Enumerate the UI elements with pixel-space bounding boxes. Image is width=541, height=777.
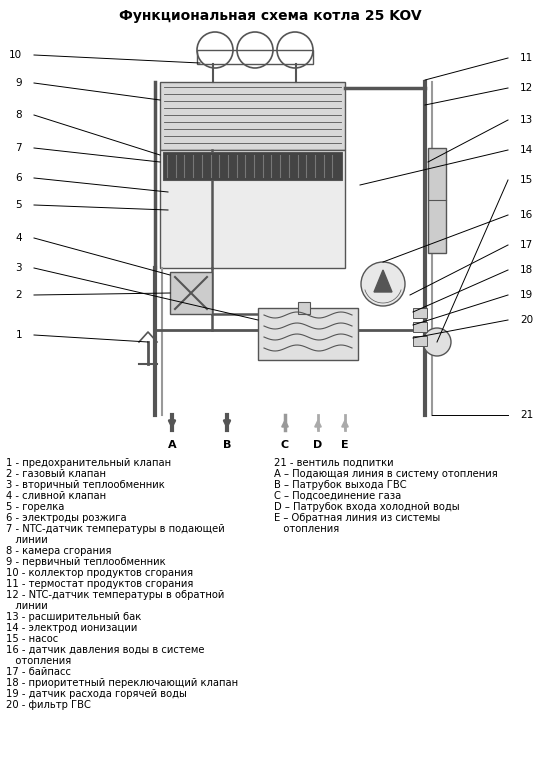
Text: 21: 21 [520, 410, 533, 420]
Text: 16: 16 [520, 210, 533, 220]
Text: 6: 6 [15, 173, 22, 183]
Text: E: E [341, 440, 349, 450]
Text: 11: 11 [520, 53, 533, 63]
Text: C – Подсоединение газа: C – Подсоединение газа [274, 491, 401, 501]
Bar [258, 308, 358, 360]
Bar [413, 308, 427, 318]
Text: 17: 17 [520, 240, 533, 250]
Text: 2: 2 [15, 290, 22, 300]
Text: 2 - газовый клапан: 2 - газовый клапан [6, 469, 106, 479]
Text: 7: 7 [15, 143, 22, 153]
Text: 3: 3 [15, 263, 22, 273]
Text: 9: 9 [15, 78, 22, 88]
Text: линии: линии [6, 601, 48, 611]
Text: 4 - сливной клапан: 4 - сливной клапан [6, 491, 106, 501]
Polygon shape [374, 270, 392, 292]
Text: 16 - датчик давления воды в системе: 16 - датчик давления воды в системе [6, 645, 204, 655]
Bar [413, 322, 427, 332]
Text: 8 - камера сгорания: 8 - камера сгорания [6, 546, 111, 556]
Bar [413, 336, 427, 346]
Bar [298, 302, 310, 314]
Text: Функциональная схема котла 25 KOV: Функциональная схема котла 25 KOV [118, 9, 421, 23]
Text: 12 - NTC-датчик температуры в обратной: 12 - NTC-датчик температуры в обратной [6, 590, 225, 600]
Bar [160, 150, 345, 268]
Text: D: D [313, 440, 322, 450]
Text: 1 - предохранительный клапан: 1 - предохранительный клапан [6, 458, 171, 468]
Text: 20: 20 [520, 315, 533, 325]
Text: A: A [168, 440, 176, 450]
Text: отопления: отопления [6, 656, 71, 666]
Text: B: B [223, 440, 231, 450]
Text: 14 - электрод ионизации: 14 - электрод ионизации [6, 623, 137, 633]
Text: 7 - NTC-датчик температуры в подающей: 7 - NTC-датчик температуры в подающей [6, 524, 225, 534]
Circle shape [361, 262, 405, 306]
Text: 6 - электроды розжига: 6 - электроды розжига [6, 513, 127, 523]
Text: B – Патрубок выхода ГВС: B – Патрубок выхода ГВС [274, 480, 407, 490]
Text: 18 - приоритетный переключающий клапан: 18 - приоритетный переключающий клапан [6, 678, 238, 688]
Text: 10 - коллектор продуктов сгорания: 10 - коллектор продуктов сгорания [6, 568, 193, 578]
Bar [163, 152, 342, 180]
Text: 20 - фильтр ГВС: 20 - фильтр ГВС [6, 700, 91, 710]
Text: 13 - расширительный бак: 13 - расширительный бак [6, 612, 141, 622]
Text: 19 - датчик расхода горячей воды: 19 - датчик расхода горячей воды [6, 689, 187, 699]
Text: 11 - термостат продуктов сгорания: 11 - термостат продуктов сгорания [6, 579, 193, 589]
Bar [428, 148, 446, 253]
Text: 13: 13 [520, 115, 533, 125]
Text: 15 - насос: 15 - насос [6, 634, 58, 644]
Circle shape [423, 328, 451, 356]
Text: отопления: отопления [274, 524, 339, 534]
Text: 4: 4 [15, 233, 22, 243]
Text: A – Подающая линия в систему отопления: A – Подающая линия в систему отопления [274, 469, 498, 479]
Text: 12: 12 [520, 83, 533, 93]
Text: 5: 5 [15, 200, 22, 210]
Text: 8: 8 [15, 110, 22, 120]
Text: 1: 1 [15, 330, 22, 340]
Text: 17 - байпасс: 17 - байпасс [6, 667, 71, 677]
Bar [170, 272, 212, 314]
Text: 14: 14 [520, 145, 533, 155]
Text: C: C [281, 440, 289, 450]
Text: 10: 10 [9, 50, 22, 60]
Text: E – Обратная линия из системы: E – Обратная линия из системы [274, 513, 440, 523]
Bar [197, 50, 313, 64]
Text: 9 - первичный теплообменник: 9 - первичный теплообменник [6, 557, 166, 567]
Text: 18: 18 [520, 265, 533, 275]
Text: D – Патрубок входа холодной воды: D – Патрубок входа холодной воды [274, 502, 460, 512]
Text: 5 - горелка: 5 - горелка [6, 502, 64, 512]
Bar [160, 82, 345, 150]
Text: 15: 15 [520, 175, 533, 185]
Text: линии: линии [6, 535, 48, 545]
Text: 3 - вторичный теплообменник: 3 - вторичный теплообменник [6, 480, 165, 490]
Text: 19: 19 [520, 290, 533, 300]
Text: 21 - вентиль подпитки: 21 - вентиль подпитки [274, 458, 394, 468]
